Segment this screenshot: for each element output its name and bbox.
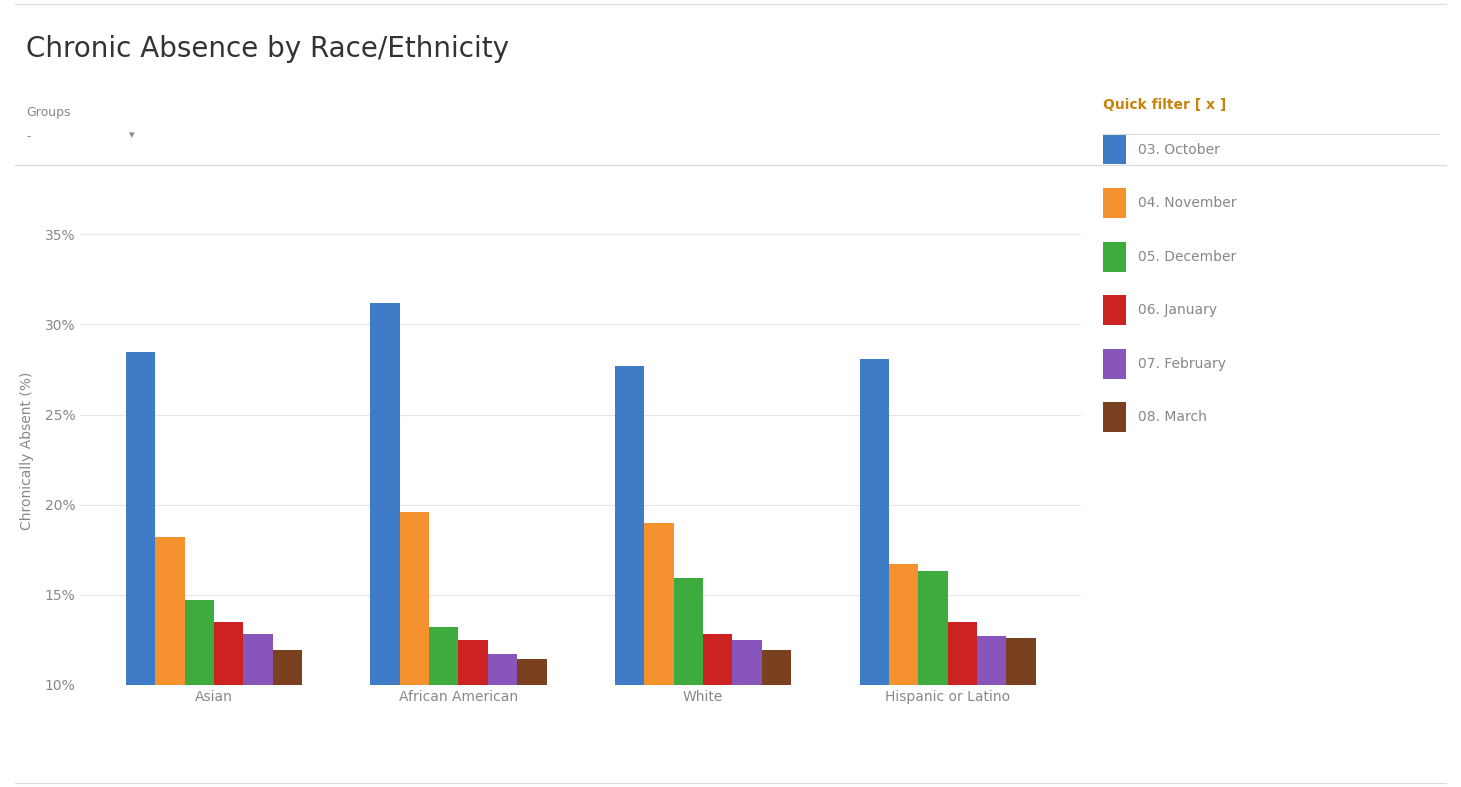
Bar — [371, 303, 400, 787]
Bar — [732, 640, 761, 787]
Bar — [644, 523, 674, 787]
Bar — [430, 627, 459, 787]
Bar — [615, 366, 644, 787]
Bar — [213, 622, 243, 787]
Text: Groups: Groups — [26, 106, 70, 120]
Bar — [243, 634, 273, 787]
Bar — [674, 578, 703, 787]
Text: 04. November: 04. November — [1138, 196, 1236, 210]
Bar — [761, 651, 790, 787]
Text: 05. December: 05. December — [1138, 249, 1236, 264]
Bar — [977, 636, 1007, 787]
Bar — [459, 640, 488, 787]
Bar — [948, 622, 977, 787]
Bar — [919, 571, 948, 787]
Y-axis label: Chronically Absent (%): Chronically Absent (%) — [19, 371, 34, 530]
Bar — [155, 537, 184, 787]
Text: 06. January: 06. January — [1138, 303, 1217, 317]
Bar — [703, 634, 732, 787]
Bar — [184, 600, 213, 787]
Bar — [126, 352, 155, 787]
Bar — [859, 359, 888, 787]
Bar — [1007, 637, 1036, 787]
Bar — [273, 651, 302, 787]
Text: ▾: ▾ — [129, 130, 134, 140]
Bar — [517, 660, 546, 787]
Bar — [488, 654, 517, 787]
Text: 07. February: 07. February — [1138, 357, 1226, 371]
Text: -: - — [26, 130, 31, 143]
Text: 03. October: 03. October — [1138, 142, 1220, 157]
Text: Chronic Absence by Race/Ethnicity: Chronic Absence by Race/Ethnicity — [26, 35, 510, 64]
Text: Quick filter [ x ]: Quick filter [ x ] — [1103, 98, 1226, 113]
Bar — [400, 512, 430, 787]
Bar — [888, 564, 919, 787]
Text: 08. March: 08. March — [1138, 410, 1207, 424]
